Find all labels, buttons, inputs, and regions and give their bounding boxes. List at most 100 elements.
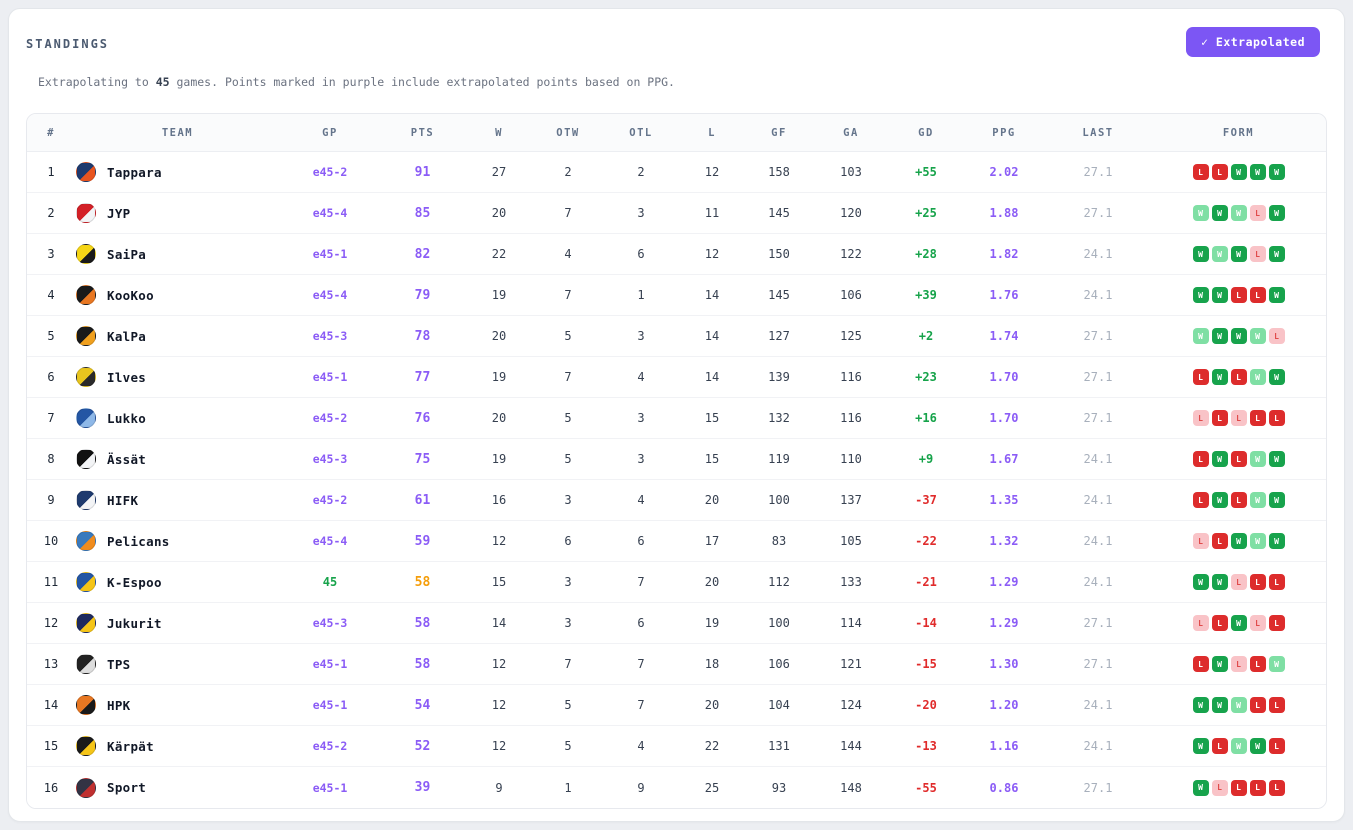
form-badge-win: W — [1230, 328, 1247, 344]
pts-cell: 61 — [414, 492, 431, 508]
rank-cell: 1 — [47, 165, 55, 179]
form-badge-loss: L — [1230, 574, 1247, 590]
team-logo-icon — [76, 162, 96, 182]
form-badge-loss: L — [1249, 287, 1266, 303]
note-suffix: games. Points marked in purple include e… — [169, 75, 675, 89]
table-row: 13 TPS e45-1 58 12 7 7 18 106 121 -15 1.30 27.1 L W L L W — [27, 644, 1326, 685]
rank-cell: 7 — [47, 411, 55, 425]
table-row: 12 Jukurit e45-3 58 14 3 6 19 100 114 -14 1.29 27.1 L… — [27, 603, 1326, 644]
column-header-gf[interactable]: GF — [771, 126, 787, 139]
otl-cell: 7 — [637, 575, 645, 589]
form-badge-win: W — [1268, 451, 1285, 467]
gp-cell: e45-1 — [312, 370, 348, 384]
team-logo-icon — [76, 203, 96, 223]
otl-cell: 4 — [637, 739, 645, 753]
goals-against-cell: 137 — [840, 493, 862, 507]
column-header-otl[interactable]: OTL — [629, 126, 653, 139]
wins-cell: 16 — [491, 493, 507, 507]
extrapolated-toggle-button[interactable]: ✓ Extrapolated — [1186, 27, 1320, 57]
column-header-rank[interactable]: # — [47, 126, 55, 139]
rank-cell: 8 — [47, 452, 55, 466]
form-badge-win: W — [1249, 492, 1266, 508]
table-row: 2 JYP e45-4 85 20 7 3 11 145 120 +25 1.88 27.1 W W W L W — [27, 193, 1326, 234]
ppg-cell: 1.35 — [989, 493, 1019, 507]
rank-cell: 13 — [43, 657, 59, 671]
goals-for-cell: 119 — [768, 452, 790, 466]
column-header-pts[interactable]: PTS — [410, 126, 435, 139]
table-row: 10 Pelicans e45-4 59 12 6 6 17 83 105 -22 1.32 24.1 L… — [27, 521, 1326, 562]
goals-for-cell: 106 — [768, 657, 790, 671]
losses-cell: 11 — [704, 206, 720, 220]
column-header-last[interactable]: LAST — [1082, 126, 1114, 139]
column-header-form[interactable]: FORM — [1222, 126, 1255, 139]
otl-cell: 6 — [637, 616, 645, 630]
team-cell: Kärpät — [75, 736, 280, 756]
last-game-cell: 24.1 — [1083, 534, 1113, 548]
goals-for-cell: 145 — [768, 206, 790, 220]
rank-cell: 5 — [47, 329, 55, 343]
rank-cell: 2 — [47, 206, 55, 220]
team-cell: SaiPa — [75, 244, 280, 264]
rank-cell: 9 — [47, 493, 55, 507]
otw-cell: 7 — [564, 206, 572, 220]
last-game-cell: 24.1 — [1083, 493, 1113, 507]
rank-cell: 6 — [47, 370, 55, 384]
goal-diff-cell: +28 — [915, 247, 937, 261]
form-badge-win: W — [1211, 328, 1228, 344]
table-row: 9 HIFK e45-2 61 16 3 4 20 100 137 -37 1.35 24.1 L W L W W — [27, 480, 1326, 521]
team-cell: Lukko — [75, 408, 280, 428]
table-row: 4 KooKoo e45-4 79 19 7 1 14 145 106 +39 1.76 24.1 W W L… — [27, 275, 1326, 316]
team-name: Ässät — [107, 451, 147, 467]
gp-cell: 45 — [322, 575, 338, 589]
team-cell: KooKoo — [75, 285, 280, 305]
column-header-team[interactable]: TEAM — [161, 126, 194, 139]
column-header-ppg[interactable]: PPG — [992, 126, 1016, 139]
column-header-ga[interactable]: GA — [843, 126, 859, 139]
ppg-cell: 2.02 — [989, 165, 1019, 179]
goals-for-cell: 145 — [768, 288, 790, 302]
ppg-cell: 1.20 — [989, 698, 1019, 712]
goal-diff-cell: -21 — [915, 575, 937, 589]
column-header-otw[interactable]: OTW — [556, 126, 580, 139]
form-badge-win: W — [1192, 246, 1209, 262]
form-badge-loss: L — [1249, 574, 1266, 590]
last-game-cell: 24.1 — [1083, 288, 1113, 302]
goals-against-cell: 103 — [840, 165, 862, 179]
goals-against-cell: 125 — [840, 329, 862, 343]
column-header-gp[interactable]: GP — [322, 126, 338, 139]
ppg-cell: 1.70 — [989, 411, 1019, 425]
team-name: Tappara — [107, 164, 162, 180]
gp-cell: e45-1 — [312, 698, 348, 712]
form-badge-win: W — [1192, 287, 1209, 303]
form-badge-win: W — [1211, 492, 1228, 508]
gp-cell: e45-3 — [312, 616, 348, 630]
losses-cell: 19 — [704, 616, 720, 630]
ppg-cell: 1.76 — [989, 288, 1019, 302]
rank-cell: 15 — [43, 739, 59, 753]
form-badge-loss: L — [1192, 410, 1209, 426]
otw-cell: 5 — [564, 452, 572, 466]
goal-diff-cell: +23 — [915, 370, 937, 384]
form-badge-loss: L — [1230, 492, 1247, 508]
card-header: STANDINGS ✓ Extrapolated — [9, 9, 1344, 57]
wins-cell: 19 — [491, 288, 507, 302]
column-header-gd[interactable]: GD — [918, 126, 934, 139]
team-cell: Pelicans — [75, 531, 280, 551]
pts-cell: 85 — [414, 205, 431, 221]
pts-cell: 39 — [414, 780, 431, 795]
column-header-l[interactable]: L — [708, 126, 716, 139]
goals-for-cell: 158 — [768, 165, 790, 179]
otw-cell: 5 — [564, 329, 572, 343]
team-cell: Ilves — [75, 367, 280, 387]
form-badge-win: W — [1211, 697, 1228, 713]
table-row: 1 Tappara e45-2 91 27 2 2 12 158 103 +55 2.02 27.1 L L… — [27, 152, 1326, 193]
otw-cell: 1 — [564, 780, 572, 795]
form-badge-loss: L — [1249, 697, 1266, 713]
gp-cell: e45-1 — [312, 247, 348, 261]
pts-cell: 52 — [414, 738, 431, 754]
column-header-w[interactable]: W — [495, 126, 503, 139]
wins-cell: 20 — [491, 411, 507, 425]
